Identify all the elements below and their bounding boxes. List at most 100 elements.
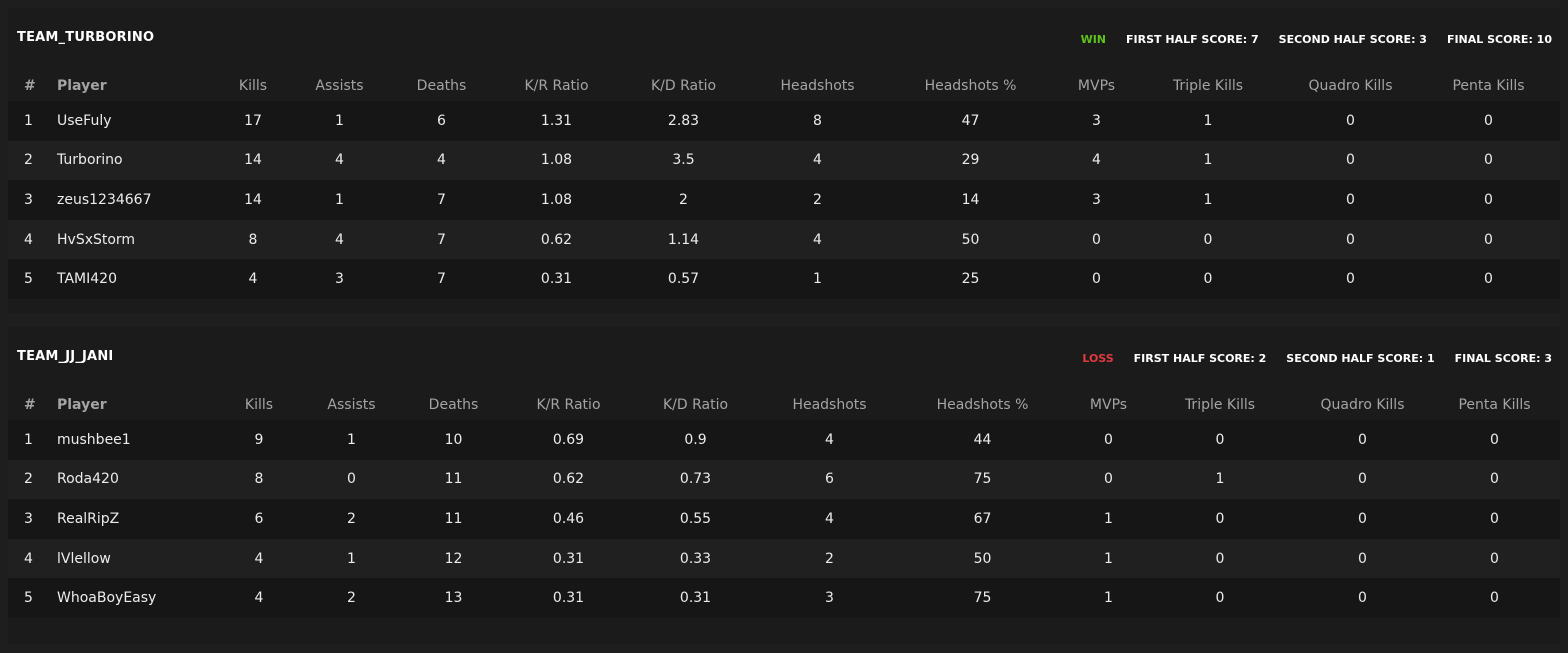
cell-kills: 6 [254,510,264,527]
cell-headshots: 2 [813,191,822,208]
cell-kd-ratio: 0.55 [679,510,712,527]
cell-kr-ratio: 0.62 [540,231,573,248]
second-half-score: SECOND HALF SCORE: 3 [1278,33,1427,46]
column-header-player[interactable]: Player [57,77,107,94]
column-header-kd-ratio[interactable]: K/D Ratio [662,396,729,413]
column-header-mvps[interactable]: MVPs [1077,77,1116,94]
cell-assists: 3 [335,271,344,288]
column-header-quadro-kills[interactable]: Quadro Kills [1308,77,1393,94]
cell-penta-kills: 0 [1490,471,1499,488]
column-header-rank[interactable]: # [24,77,36,94]
player-row[interactable]: 5 WhoaBoyEasy 4 2 13 0.31 0.31 3 75 1 0 0 0 [8,578,1560,618]
cell-quadro-kills: 0 [1346,112,1355,129]
cell-headshots-percent: 25 [961,271,980,288]
cell-headshots: 4 [813,231,822,248]
cell-triple-kills: 0 [1215,550,1225,567]
cell-player-name[interactable]: Turborino [57,152,123,169]
column-header-headshots[interactable]: Headshots [792,396,867,413]
cell-mvps: 0 [1092,271,1101,288]
cell-player-name[interactable]: Roda420 [57,471,119,488]
cell-headshots-percent: 44 [973,431,992,448]
column-header-headshots-percent[interactable]: Headshots % [924,77,1017,94]
column-header-mvps[interactable]: MVPs [1089,396,1128,413]
cell-quadro-kills: 0 [1346,271,1355,288]
cell-rank: 2 [24,471,33,488]
column-header-kr-ratio[interactable]: K/R Ratio [536,396,601,413]
cell-penta-kills: 0 [1490,550,1499,567]
player-stats-table: # Player Kills Assists Deaths K/R Ratio … [8,70,1560,299]
cell-mvps: 0 [1092,231,1101,248]
player-row[interactable]: 5 TAMI420 4 3 7 0.31 0.57 1 25 0 0 0 0 [8,259,1560,299]
cell-triple-kills: 0 [1203,231,1213,248]
column-header-headshots-percent[interactable]: Headshots % [936,396,1029,413]
player-row[interactable]: 3 RealRipZ 6 2 11 0.46 0.55 4 67 1 0 0 0 [8,499,1560,539]
cell-assists: 4 [335,231,344,248]
column-header-assists[interactable]: Assists [327,396,376,413]
team-header: TEAM_TURBORINO WIN FIRST HALF SCORE: 7 S… [8,8,1560,70]
cell-player-name[interactable]: mushbee1 [57,431,131,448]
column-header-penta-kills[interactable]: Penta Kills [1452,77,1525,94]
cell-mvps: 1 [1104,550,1113,567]
column-header-quadro-kills[interactable]: Quadro Kills [1320,396,1405,413]
cell-rank: 4 [24,231,33,248]
player-row[interactable]: 2 Turborino 14 4 4 1.08 3.5 4 29 4 1 0 0 [8,140,1560,181]
cell-quadro-kills: 0 [1358,550,1367,567]
cell-quadro-kills: 0 [1346,191,1355,208]
cell-quadro-kills: 0 [1358,431,1367,448]
player-row[interactable]: 1 mushbee1 9 1 10 0.69 0.9 4 44 0 0 0 0 [8,420,1560,460]
cell-kd-ratio: 0.57 [667,271,700,288]
team-header: TEAM_JJ_JANI LOSS FIRST HALF SCORE: 2 SE… [8,327,1560,389]
cell-assists: 1 [335,191,344,208]
cell-headshots-percent: 67 [973,510,992,527]
column-header-kills[interactable]: Kills [244,396,274,413]
cell-penta-kills: 0 [1484,152,1493,169]
cell-player-name[interactable]: UseFuly [57,112,112,129]
cell-mvps: 3 [1092,191,1101,208]
player-row[interactable]: 2 Roda420 8 0 11 0.62 0.73 6 75 0 1 0 0 [8,459,1560,500]
player-row[interactable]: 1 UseFuly 17 1 6 1.31 2.83 8 47 3 1 0 0 [8,101,1560,141]
column-header-penta-kills[interactable]: Penta Kills [1458,396,1531,413]
team-scoreboard-turborino: TEAM_TURBORINO WIN FIRST HALF SCORE: 7 S… [8,8,1560,313]
cell-rank: 3 [24,510,33,527]
cell-player-name[interactable]: HvSxStorm [57,231,136,248]
cell-deaths: 7 [437,231,446,248]
column-header-rank[interactable]: # [24,396,36,413]
player-row[interactable]: 4 lVlellow 4 1 12 0.31 0.33 2 50 1 0 0 0 [8,538,1560,579]
cell-player-name[interactable]: TAMI420 [57,271,117,288]
cell-kills: 4 [254,590,264,607]
cell-kills: 8 [248,231,258,248]
cell-player-name[interactable]: zeus1234667 [57,191,152,208]
cell-kills: 8 [254,471,264,488]
column-header-deaths[interactable]: Deaths [416,77,467,94]
cell-kd-ratio: 0.31 [679,590,712,607]
column-header-triple-kills[interactable]: Triple Kills [1184,396,1256,413]
cell-headshots-percent: 75 [973,471,992,488]
cell-headshots: 8 [813,112,822,129]
column-header-deaths[interactable]: Deaths [428,396,479,413]
cell-assists: 2 [347,590,356,607]
column-header-headshots[interactable]: Headshots [780,77,855,94]
cell-player-name[interactable]: lVlellow [57,550,111,567]
column-header-kd-ratio[interactable]: K/D Ratio [650,77,717,94]
cell-deaths: 7 [437,191,446,208]
column-header-assists[interactable]: Assists [315,77,364,94]
team-name: TEAM_TURBORINO [17,30,155,45]
cell-player-name[interactable]: RealRipZ [57,510,120,527]
player-row[interactable]: 3 zeus1234667 14 1 7 1.08 2 2 14 3 1 0 0 [8,180,1560,220]
cell-rank: 2 [24,152,33,169]
cell-quadro-kills: 0 [1358,510,1367,527]
cell-assists: 4 [335,152,344,169]
column-header-kills[interactable]: Kills [238,77,268,94]
score-summary: WIN FIRST HALF SCORE: 7 SECOND HALF SCOR… [1081,33,1552,46]
cell-player-name[interactable]: WhoaBoyEasy [57,590,157,607]
column-header-triple-kills[interactable]: Triple Kills [1172,77,1244,94]
player-row[interactable]: 4 HvSxStorm 8 4 7 0.62 1.14 4 50 0 0 0 0 [8,219,1560,260]
cell-kr-ratio: 0.31 [540,271,573,288]
cell-mvps: 3 [1092,112,1101,129]
column-header-player[interactable]: Player [57,396,107,413]
cell-mvps: 0 [1104,471,1113,488]
column-header-kr-ratio[interactable]: K/R Ratio [524,77,589,94]
cell-headshots-percent: 14 [961,191,980,208]
cell-kr-ratio: 0.69 [552,431,585,448]
cell-penta-kills: 0 [1484,112,1493,129]
